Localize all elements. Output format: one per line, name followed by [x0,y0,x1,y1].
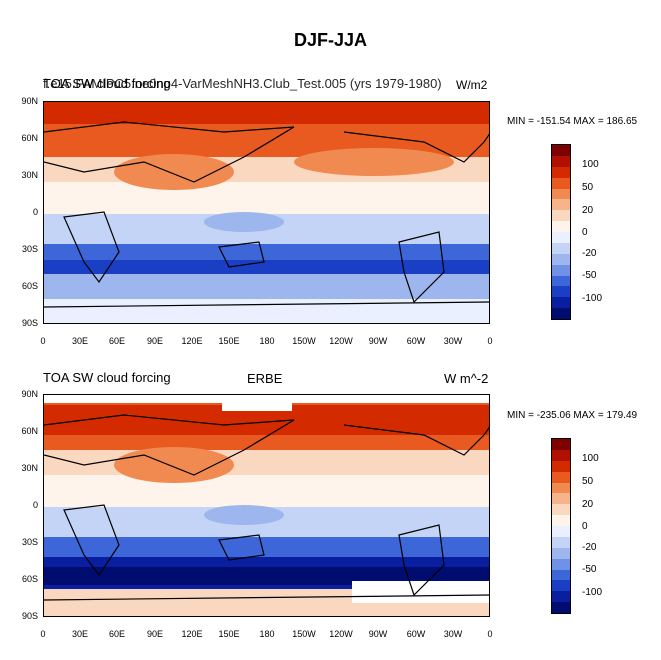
colorbar-label: -50 [582,270,597,281]
lon-label: 30E [71,336,88,346]
lon-label: 60W [406,629,426,639]
lon-label: 150W [292,336,316,346]
panel2-center-title: ERBE [247,371,283,386]
lon-label: 60E [108,629,125,639]
lon-label: 150E [218,336,240,346]
lon-label: 90W [368,336,388,346]
lat-label: 60N [21,426,38,436]
lon-label: 120E [181,629,203,639]
lon-label: 180 [259,336,275,346]
lon-label: 120W [329,336,353,346]
lat-label: 60S [21,281,38,291]
map-panel-1 [43,101,490,324]
map-1-field [44,102,489,323]
colorbar-label: -20 [582,248,597,259]
colorbar-label: 100 [582,453,599,464]
lat-label: 90N [21,389,38,399]
lat-label: 60N [21,133,38,143]
lon-label: 0 [487,629,493,639]
lon-label: 60W [406,336,426,346]
panel1-overlay-title: f.e15.FAMIPC5.ne0np4-VarMeshNH3.Club_Tes… [43,76,442,91]
colorbar-label: 20 [582,205,594,216]
lon-label: 0 [40,336,46,346]
lat-label: 90N [21,96,38,106]
panel1-minmax: MIN = -151.54 MAX = 186.65 [507,116,638,127]
map-panel-2 [43,394,490,617]
lon-label: 150E [218,629,240,639]
panel1-units: W/m2 [456,78,488,92]
colorbar-1 [551,144,571,320]
lon-label: 90E [146,629,163,639]
lon-label: 120E [181,336,203,346]
lat-label: 0 [32,207,38,217]
colorbar-label: -100 [582,293,603,304]
panel1-left-title: TOA SW cloud forcing [43,76,171,91]
lon-label: 90W [368,629,388,639]
map-2-field [44,395,489,616]
lat-label: 90S [21,318,38,328]
colorbar-label: 50 [582,182,594,193]
colorbar-label: -50 [582,564,597,575]
lat-label: 30S [21,537,38,547]
lon-label: 30E [71,629,88,639]
lat-label: 0 [32,500,38,510]
colorbar-label: 0 [582,521,588,532]
lat-label: 30S [21,244,38,254]
panel2-left-title: TOA SW cloud forcing [43,370,171,385]
lon-label: 180 [259,629,275,639]
lon-label: 90E [146,336,163,346]
colorbar-label: -100 [582,587,603,598]
lat-label: 90S [21,611,38,621]
lon-label: 0 [487,336,493,346]
figure-title: DJF-JJA [293,30,368,50]
lat-label: 30N [21,463,38,473]
lon-label: 30W [443,336,463,346]
colorbar-label: 50 [582,476,594,487]
panel2-minmax: MIN = -235.06 MAX = 179.49 [507,410,638,421]
lon-label: 0 [40,629,46,639]
lat-label: 60S [21,574,38,584]
lon-label: 120W [329,629,353,639]
lon-label: 60E [108,336,125,346]
lon-label: 30W [443,629,463,639]
lon-label: 150W [292,629,316,639]
colorbar-label: 0 [582,227,588,238]
colorbar-2 [551,438,571,614]
lat-label: 30N [21,170,38,180]
colorbar-label: -20 [582,542,597,553]
colorbar-label: 100 [582,159,599,170]
panel2-units: W m^-2 [444,371,489,386]
colorbar-label: 20 [582,499,594,510]
